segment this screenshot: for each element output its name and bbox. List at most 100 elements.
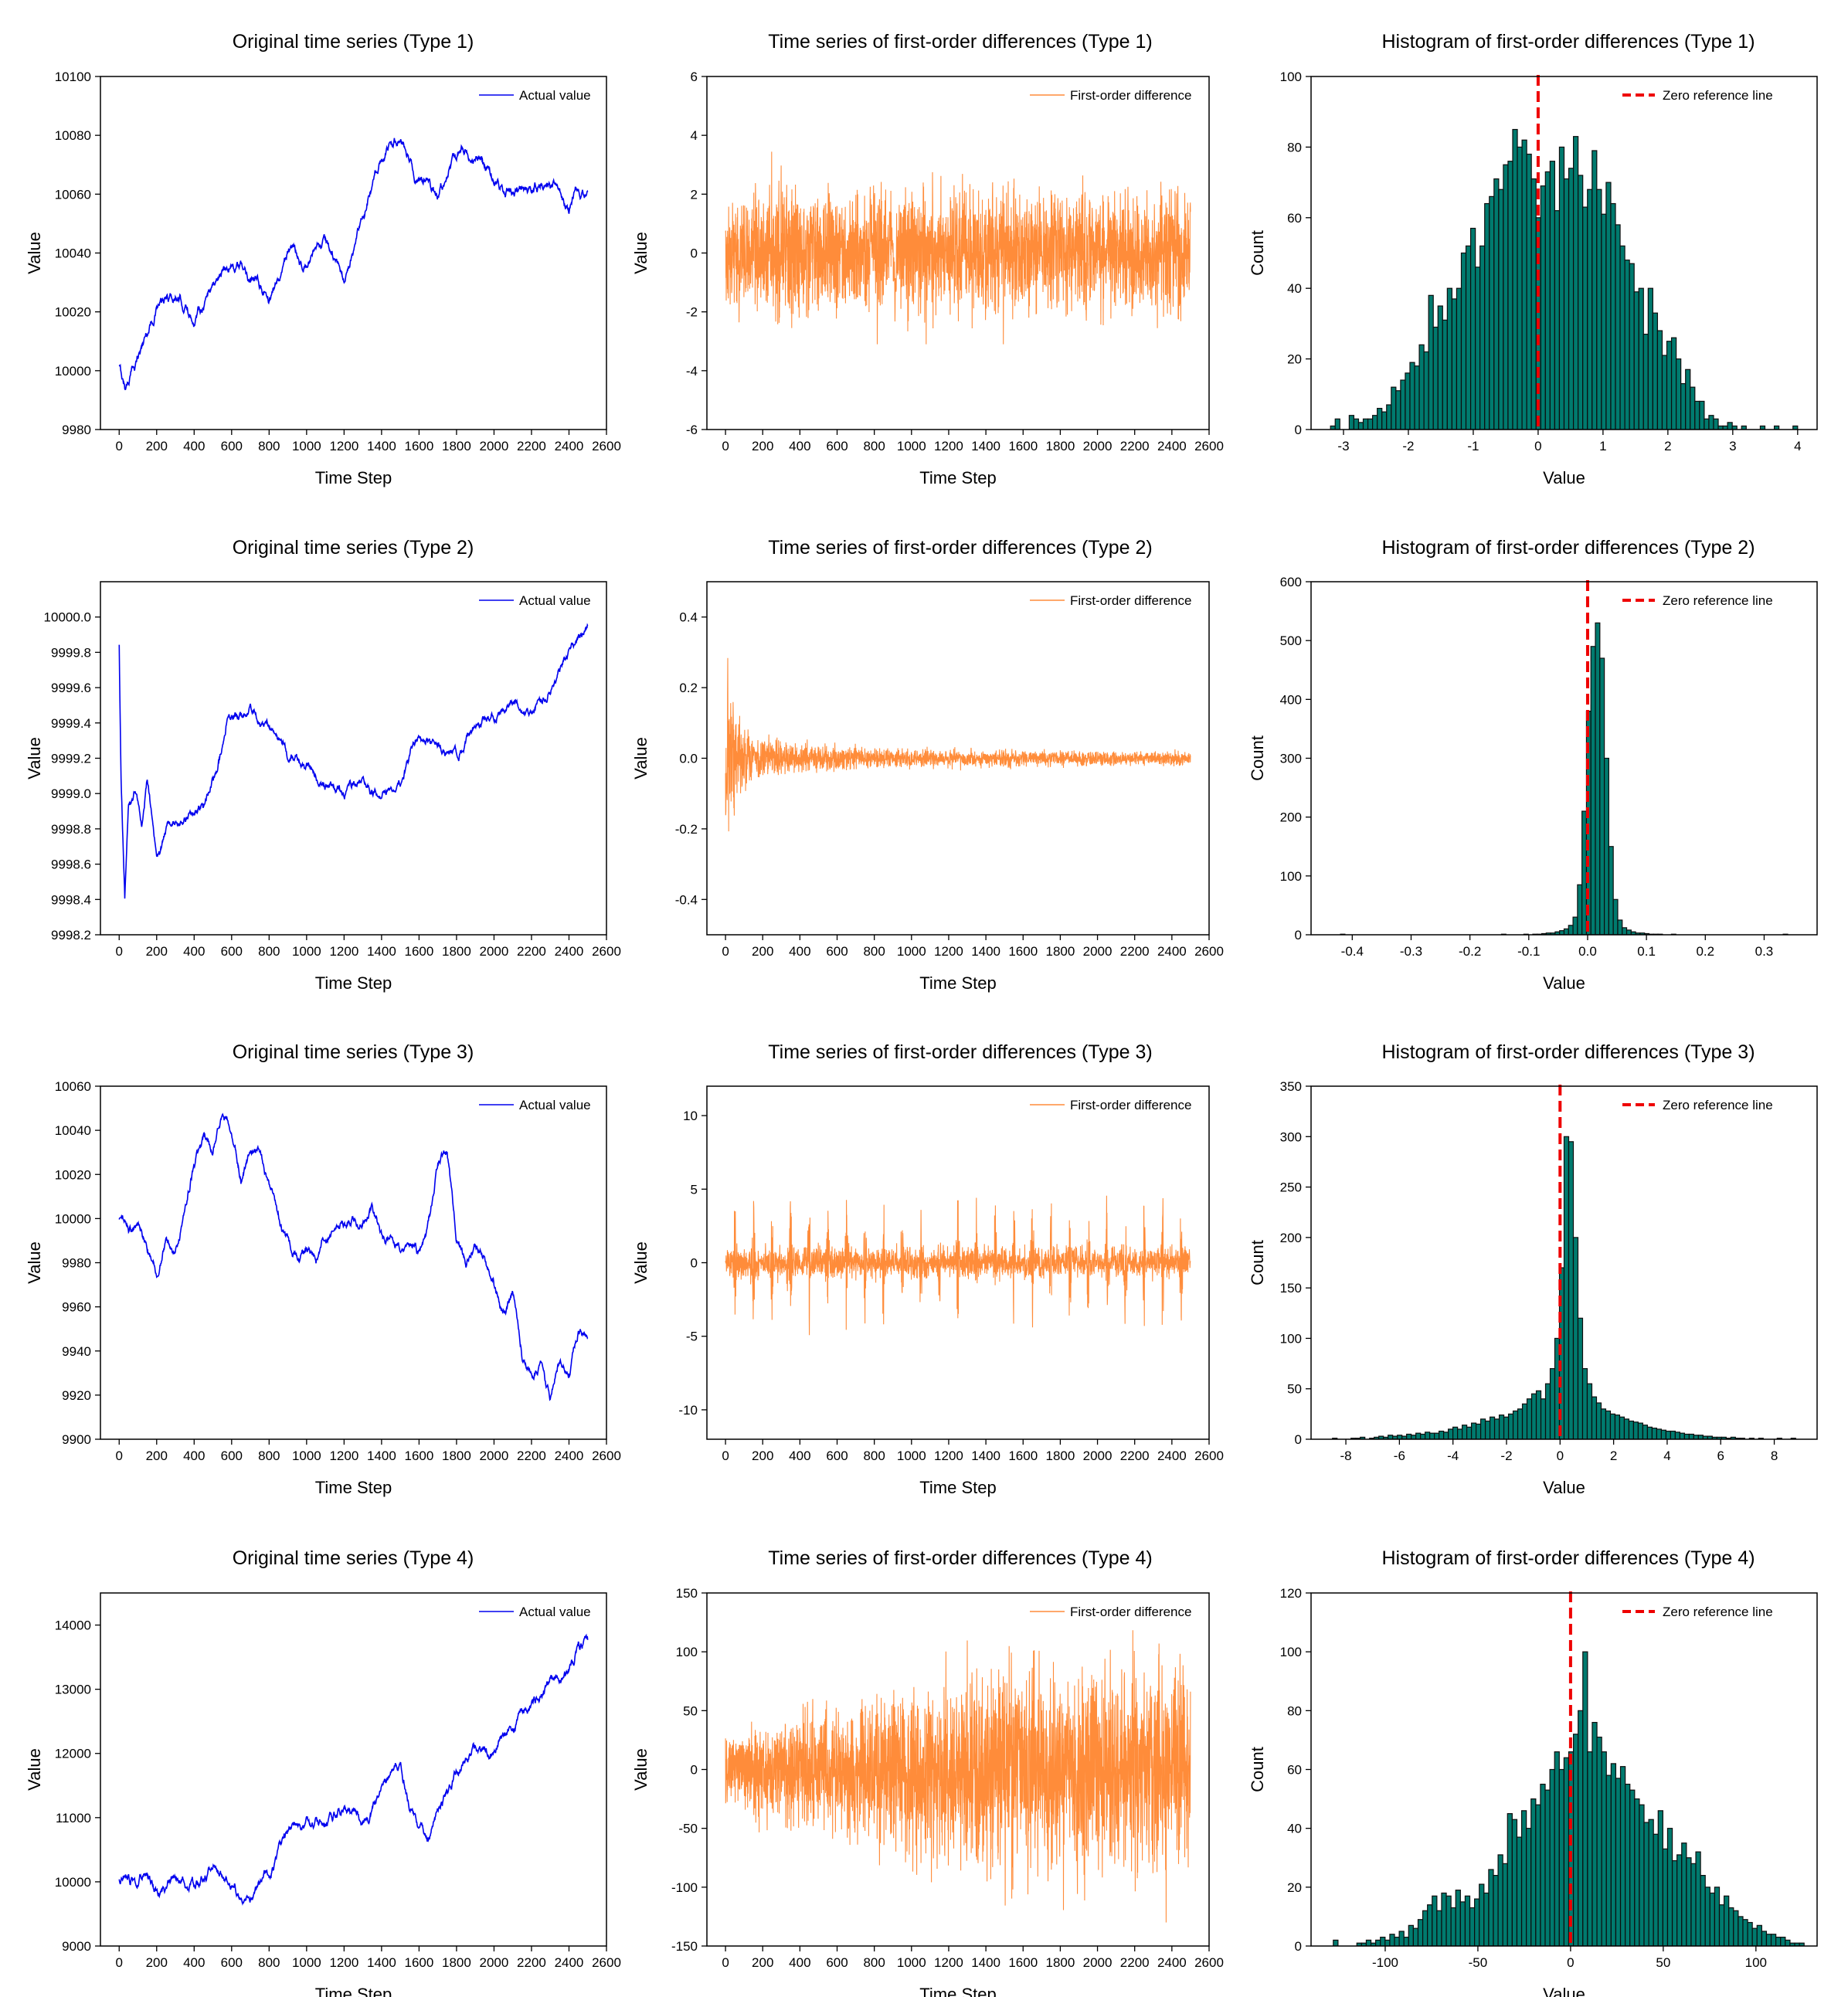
histogram-bar bbox=[1747, 1921, 1753, 1946]
y-tick-label: 0 bbox=[691, 1256, 698, 1271]
histogram-bar bbox=[1700, 1875, 1706, 1946]
histogram-bar bbox=[1429, 1432, 1435, 1439]
y-tick-label: 10000 bbox=[55, 1875, 91, 1890]
data-layer bbox=[118, 1112, 589, 1401]
x-tick-label: 1600 bbox=[404, 944, 433, 959]
x-tick-label: 2200 bbox=[1120, 944, 1150, 959]
histogram-bar bbox=[1408, 1924, 1414, 1946]
chart-panel-11: Time series of first-order differences (… bbox=[631, 1547, 1224, 1997]
x-tick-label: 1000 bbox=[292, 944, 321, 959]
series-line-first-order-difference bbox=[725, 657, 1191, 832]
histogram-bar bbox=[1483, 1892, 1490, 1946]
histogram-bar bbox=[1714, 1887, 1721, 1946]
data-layer bbox=[118, 138, 589, 391]
y-tick-label: 0.0 bbox=[679, 752, 698, 766]
x-tick-label: 1800 bbox=[442, 1449, 471, 1463]
histogram-bar bbox=[1464, 1895, 1471, 1946]
histogram-bar bbox=[1400, 379, 1406, 430]
histogram-bar bbox=[1670, 1430, 1676, 1439]
y-tick-label: 9960 bbox=[62, 1300, 91, 1315]
y-axis-label: Value bbox=[25, 1241, 44, 1284]
x-axis-label: Value bbox=[1543, 1478, 1585, 1497]
x-tick-label: 8 bbox=[1771, 1449, 1778, 1463]
histogram-bar bbox=[1498, 188, 1504, 430]
histogram-bar bbox=[1605, 182, 1612, 430]
x-tick-label: 800 bbox=[863, 944, 885, 959]
x-tick-label: 800 bbox=[863, 1955, 885, 1970]
histogram-bar bbox=[1666, 1828, 1673, 1946]
histogram-bar bbox=[1475, 267, 1481, 430]
y-tick-label: 10 bbox=[683, 1109, 698, 1123]
histogram-bar bbox=[1646, 1426, 1653, 1439]
histogram-bar bbox=[1581, 1367, 1588, 1439]
x-axis-label: Time Step bbox=[919, 973, 996, 993]
x-tick-label: 1400 bbox=[971, 1955, 1000, 1970]
x-tick-label: 2400 bbox=[1157, 1449, 1187, 1463]
histogram-bar bbox=[1582, 206, 1588, 430]
histogram-bar bbox=[1484, 202, 1490, 430]
histogram-bar bbox=[1592, 150, 1598, 430]
x-tick-label: 800 bbox=[863, 439, 885, 453]
histogram-bar bbox=[1666, 341, 1673, 430]
histogram-bar bbox=[1619, 245, 1625, 430]
x-tick-label: 1800 bbox=[1045, 1955, 1075, 1970]
histogram-bar bbox=[1661, 355, 1668, 430]
histogram-bar bbox=[1676, 358, 1682, 430]
series-line-actual-value bbox=[118, 623, 589, 899]
chart-panel-2: Time series of first-order differences (… bbox=[631, 31, 1224, 487]
histogram-bar bbox=[1695, 1851, 1701, 1946]
x-tick-label: 2600 bbox=[1194, 1955, 1224, 1970]
x-tick-label: 2400 bbox=[1157, 439, 1187, 453]
y-tick-label: 9998.4 bbox=[51, 892, 91, 907]
histogram-bar bbox=[1412, 1927, 1419, 1946]
x-tick-label: 2 bbox=[1664, 439, 1671, 453]
x-tick-label: 400 bbox=[183, 439, 205, 453]
x-tick-label: 0.3 bbox=[1755, 944, 1774, 959]
histogram-bar bbox=[1568, 1141, 1575, 1439]
histogram-bar bbox=[1572, 1237, 1579, 1439]
histogram-bar bbox=[1451, 298, 1458, 430]
x-tick-label: 2000 bbox=[1083, 1955, 1113, 1970]
histogram-bar bbox=[1610, 1763, 1617, 1946]
x-tick-label: 0 bbox=[116, 944, 123, 959]
histogram-bar bbox=[1563, 1136, 1570, 1439]
histogram-bar bbox=[1530, 178, 1537, 430]
y-tick-label: -0.4 bbox=[675, 892, 698, 907]
x-tick-label: 200 bbox=[146, 944, 168, 959]
histogram-bar bbox=[1377, 407, 1383, 430]
histogram-bar bbox=[1554, 210, 1561, 430]
x-tick-label: 2200 bbox=[1120, 1955, 1150, 1970]
y-tick-label: 0 bbox=[1295, 423, 1302, 437]
histogram-bar bbox=[1367, 418, 1374, 430]
x-tick-label: 1600 bbox=[1008, 1449, 1038, 1463]
x-tick-label: 0.1 bbox=[1637, 944, 1656, 959]
histogram-bar bbox=[1683, 1433, 1690, 1439]
x-axis-label: Value bbox=[1543, 468, 1585, 487]
x-tick-label: 6 bbox=[1717, 1449, 1724, 1463]
x-axis-label: Time Step bbox=[919, 1985, 996, 1997]
x-tick-label: 400 bbox=[183, 1955, 205, 1970]
legend-label: First-order difference bbox=[1070, 593, 1191, 608]
y-tick-label: 100 bbox=[1280, 1331, 1302, 1346]
histogram-bar bbox=[1615, 1778, 1622, 1946]
y-tick-label: 350 bbox=[1280, 1079, 1302, 1094]
histogram-bar bbox=[1713, 418, 1719, 430]
histogram-bar bbox=[1592, 1721, 1598, 1946]
histogram-bar bbox=[1405, 372, 1411, 430]
histogram-bar bbox=[1479, 1883, 1485, 1946]
histogram-bar bbox=[1660, 1429, 1667, 1439]
x-tick-label: 2400 bbox=[555, 944, 584, 959]
histogram-bar bbox=[1535, 1804, 1541, 1946]
x-tick-label: 1200 bbox=[934, 439, 963, 453]
x-tick-label: 600 bbox=[826, 944, 848, 959]
y-tick-label: 100 bbox=[1280, 70, 1302, 84]
x-tick-label: 1800 bbox=[1045, 439, 1075, 453]
histogram-bar bbox=[1403, 1936, 1409, 1946]
histogram-bar bbox=[1647, 287, 1653, 430]
x-tick-label: 2400 bbox=[555, 439, 584, 453]
y-tick-label: 0 bbox=[1295, 1432, 1302, 1447]
x-tick-label: 200 bbox=[752, 1955, 773, 1970]
histogram-bar bbox=[1381, 411, 1388, 430]
histogram-bar bbox=[1742, 1919, 1748, 1946]
histogram-bar bbox=[1709, 1892, 1716, 1946]
